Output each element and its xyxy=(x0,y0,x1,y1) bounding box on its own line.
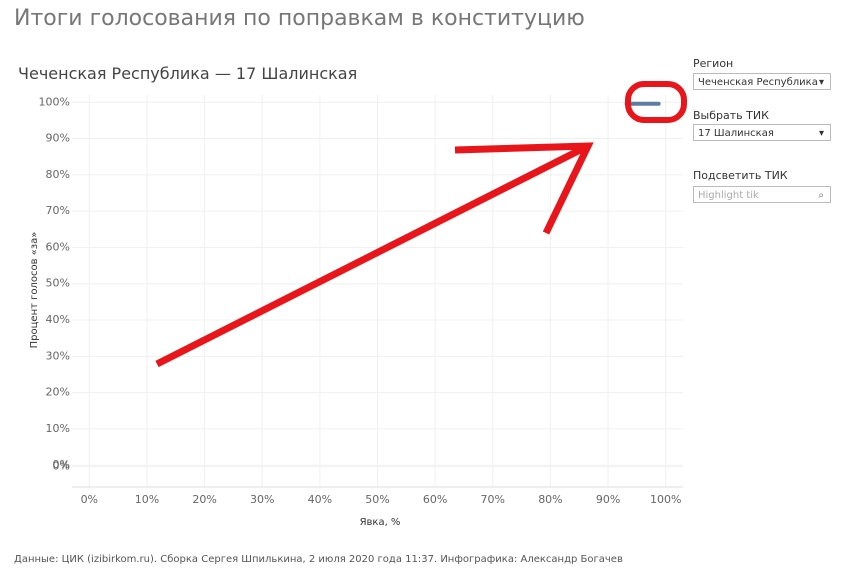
highlight-label: Подсветить ТИК xyxy=(693,169,788,182)
y-tick-label: 30% xyxy=(46,349,70,362)
y-tick-label: 20% xyxy=(46,386,70,399)
x-tick-label: 30% xyxy=(250,493,274,506)
y-tick-label: 100% xyxy=(39,95,70,108)
tik-value: 17 Шалинская xyxy=(698,128,774,139)
x-tick-label: 80% xyxy=(538,493,562,506)
title: Итоги голосования по поправкам в констит… xyxy=(14,6,585,31)
y-tick-label: 0% xyxy=(53,460,70,473)
highlight-input[interactable]: Highlight tik ⌕ xyxy=(693,186,831,203)
subtitle: Чеченская Республика — 17 Шалинская xyxy=(18,64,358,83)
region-label: Регион xyxy=(693,57,734,70)
annotation-arrow xyxy=(155,142,594,368)
tik-dropdown[interactable]: 17 Шалинская ▾ xyxy=(693,124,831,141)
chart: Процент голосов «за» Явка, % 100% 90% 80% 7… xyxy=(29,81,687,528)
y-tick-label: 60% xyxy=(46,240,70,253)
highlight-placeholder: Highlight tik xyxy=(698,190,759,201)
x-tick-label: 70% xyxy=(481,493,505,506)
x-tick-label: 40% xyxy=(308,493,332,506)
x-tick-label: 0% xyxy=(81,493,98,506)
y-tick-label: 50% xyxy=(46,277,70,290)
x-tick-label: 60% xyxy=(423,493,447,506)
region-dropdown[interactable]: Чеченская Республика ▾ xyxy=(693,73,831,90)
x-tick-label: 10% xyxy=(135,493,159,506)
region-value: Чеченская Республика xyxy=(698,77,818,88)
y-tick-label: 40% xyxy=(46,313,70,326)
x-tick-label: 100% xyxy=(650,493,681,506)
y-tick-label: 70% xyxy=(46,204,70,217)
y-tick-label: 10% xyxy=(46,422,70,435)
y-tick-label: 80% xyxy=(46,168,70,181)
y-axis-label: Процент голосов «за» xyxy=(29,232,40,349)
x-tick-label: 20% xyxy=(192,493,216,506)
tik-label: Выбрать ТИК xyxy=(693,109,769,122)
x-axis-label: Явка, % xyxy=(360,517,401,528)
x-tick-label: 50% xyxy=(365,493,389,506)
x-tick-label: 90% xyxy=(596,493,620,506)
annotation-circle xyxy=(625,81,687,123)
footer: Данные: ЦИК (izibirkom.ru). Сборка Серге… xyxy=(14,554,623,565)
y-tick-label: 0% xyxy=(53,458,70,471)
y-tick-label: 90% xyxy=(46,132,70,145)
